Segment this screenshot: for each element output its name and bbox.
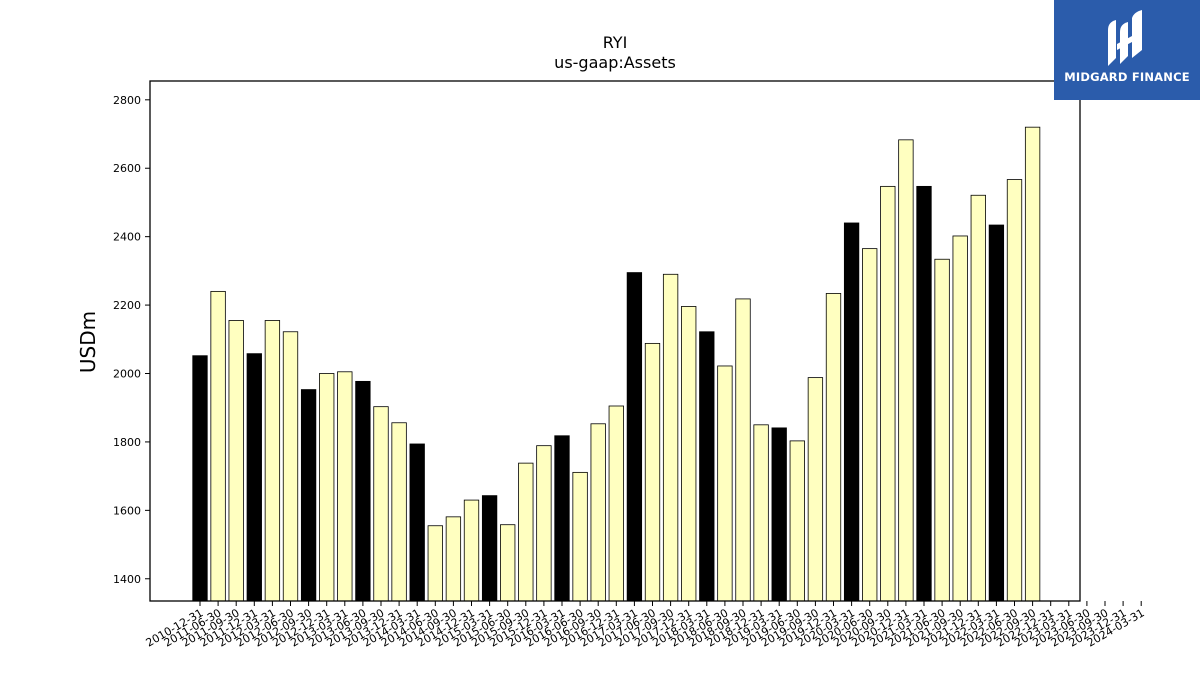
bar-25 <box>644 342 661 602</box>
bar-27 <box>681 306 697 602</box>
bar-22 <box>590 423 606 602</box>
y-tick-label-4: 2200 <box>113 299 141 312</box>
bar-42 <box>952 235 968 602</box>
bar-28 <box>699 331 715 602</box>
bar-34 <box>807 377 824 602</box>
bar-26 <box>662 273 679 602</box>
bar-15 <box>463 499 480 602</box>
bar-33 <box>789 440 805 602</box>
y-axis: 1400 1600 1800 2000 2200 2400 2600 2800 <box>113 94 150 586</box>
bar-1 <box>210 290 226 602</box>
bar-13 <box>427 525 443 602</box>
bar-0 <box>192 355 208 602</box>
bar-44 <box>988 224 1005 602</box>
bar-5 <box>282 331 299 602</box>
bar-7 <box>319 373 335 602</box>
bar-23 <box>608 405 624 602</box>
bar-8 <box>337 371 353 602</box>
bar-39 <box>898 139 914 602</box>
bar-32 <box>771 427 787 602</box>
bar-35 <box>825 293 842 602</box>
bar-4 <box>264 320 281 602</box>
bar-31 <box>753 424 769 602</box>
bar-41 <box>934 258 950 602</box>
y-tick-label-2: 1800 <box>113 436 141 449</box>
bar-series <box>192 126 1041 602</box>
bar-40 <box>916 185 932 602</box>
bar-30 <box>735 298 751 602</box>
y-tick-label-6: 2600 <box>113 162 141 175</box>
brand-logo: MIDGARD FINANCE <box>1054 0 1200 100</box>
bar-16 <box>481 495 498 602</box>
bar-43 <box>970 194 986 602</box>
bar-45 <box>1006 179 1023 602</box>
bar-20 <box>554 435 570 602</box>
chart-subtitle: us-gaap:Assets <box>554 53 676 72</box>
y-tick-label-7: 2800 <box>113 94 141 107</box>
bar-3 <box>246 353 262 602</box>
bar-29 <box>717 365 733 602</box>
y-tick-label-0: 1400 <box>113 573 141 586</box>
y-axis-label: USDm <box>76 311 100 373</box>
brand-name: MIDGARD FINANCE <box>1064 70 1190 84</box>
bar-14 <box>445 516 462 602</box>
chart-title: RYI <box>603 33 628 52</box>
bar-11 <box>391 422 407 602</box>
bar-18 <box>518 462 534 602</box>
y-tick-label-5: 2400 <box>113 231 141 244</box>
bar-37 <box>862 248 878 602</box>
bar-10 <box>373 406 389 602</box>
bar-12 <box>409 443 425 602</box>
bar-21 <box>572 471 588 602</box>
x-axis: 2010-12-312011-06-302011-09-302011-12-31… <box>144 601 1147 650</box>
bar-6 <box>300 389 317 602</box>
brand-mark-icon <box>1108 10 1142 66</box>
bar-46 <box>1024 126 1041 602</box>
bar-24 <box>626 272 643 602</box>
bar-9 <box>355 380 371 602</box>
y-tick-label-3: 2000 <box>113 368 141 381</box>
plot-frame <box>149 80 1081 602</box>
bar-38 <box>880 185 896 602</box>
bar-17 <box>500 524 516 602</box>
bar-19 <box>536 445 552 602</box>
bar-2 <box>228 320 244 602</box>
y-tick-label-1: 1600 <box>113 504 141 517</box>
bar-36 <box>843 222 860 602</box>
